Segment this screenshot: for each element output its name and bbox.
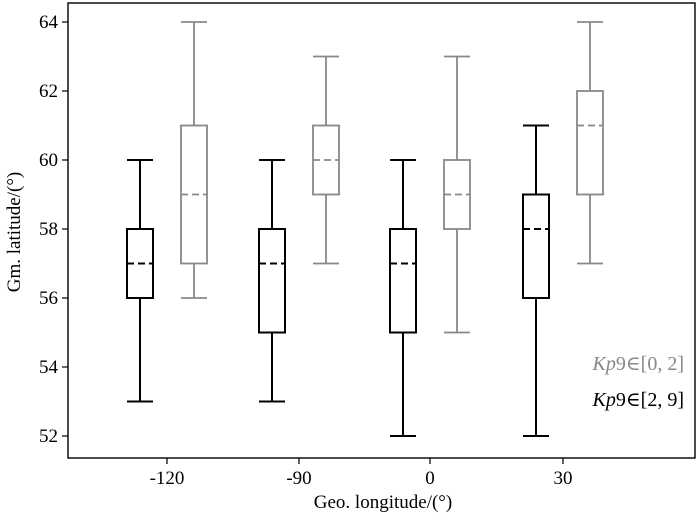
legend-entry-high-kp-range: 9∈[2, 9] (616, 389, 684, 411)
box-low-kp-0 (443, 55, 471, 334)
legend-entry-high-kp-var: Kp (592, 389, 616, 411)
box-high-kp-0 (389, 159, 417, 437)
legend-entry-low-kp: Kp9∈[0, 2] (592, 353, 684, 375)
iqr-box (389, 228, 417, 334)
x-tick-label: -90 (286, 468, 311, 489)
iqr-box (576, 90, 604, 196)
x-tick-label: 0 (425, 468, 435, 489)
plot-frame (67, 2, 696, 459)
y-tick-label: 60 (39, 150, 58, 171)
box-group (126, 21, 604, 437)
y-tick-label: 64 (39, 12, 59, 33)
y-tick-label: 56 (39, 288, 58, 309)
legend: Kp9∈[0, 2] Kp9∈[2, 9] (592, 353, 684, 411)
iqr-box (522, 193, 550, 299)
box-low-kp--90 (312, 55, 340, 265)
y-tick-label: 62 (39, 81, 58, 102)
legend-entry-low-kp-range: 9∈[0, 2] (616, 353, 684, 375)
box-high-kp-30 (522, 124, 550, 437)
y-tick-label: 52 (39, 426, 58, 447)
y-axis-title: Gm. latitude/(°) (4, 172, 25, 293)
x-tick-label: -120 (150, 468, 185, 489)
y-tick-label: 54 (39, 357, 59, 378)
iqr-box (258, 228, 286, 334)
box-low-kp-30 (576, 21, 604, 265)
box-high-kp--90 (258, 159, 286, 403)
box-high-kp--120 (126, 159, 154, 403)
legend-entry-low-kp-var: Kp (592, 353, 616, 375)
x-axis-title: Geo. longitude/(°) (314, 492, 452, 513)
y-tick-label: 58 (39, 219, 58, 240)
box-low-kp--120 (180, 21, 208, 299)
legend-entry-high-kp: Kp9∈[2, 9] (592, 389, 684, 411)
tick-group: 52 54 56 58 60 62 64 -120 -90 0 30 (39, 12, 573, 489)
x-tick-label: 30 (554, 468, 573, 489)
